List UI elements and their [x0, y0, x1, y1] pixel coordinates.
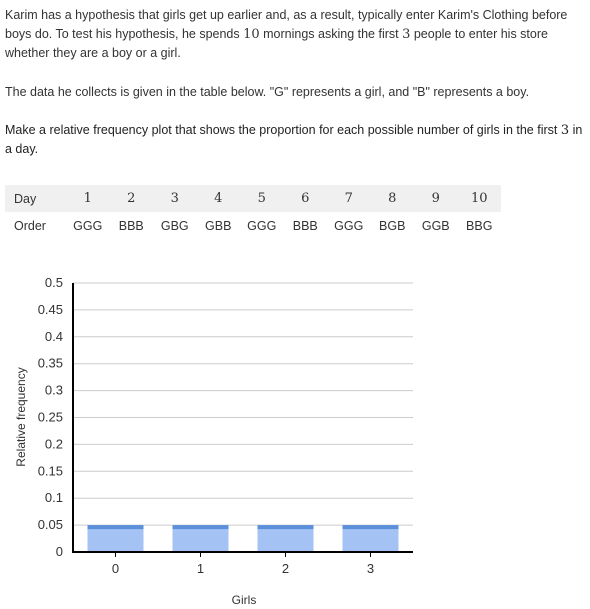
bar[interactable]: [342, 525, 399, 552]
day-cell: 10: [457, 185, 501, 212]
intro-text-1: Karim has a hypothesis that girls get up…: [5, 8, 568, 41]
task-text-2: in a day.: [5, 123, 583, 156]
intro-text-2: mornings asking the first: [259, 27, 403, 41]
day-cell: 1: [66, 185, 110, 212]
order-cell: BBB: [292, 218, 318, 233]
order-cell: BBG: [466, 218, 493, 233]
y-tick-label: 0.05: [38, 517, 63, 532]
table-row-order: Order GGG BBB GBG GBB GGG BBB GGG BGB GGB BBG: [5, 212, 501, 239]
order-cell: GBG: [160, 218, 189, 233]
y-tick-label: 0.15: [38, 463, 63, 478]
day-cell: 2: [109, 185, 153, 212]
order-header: Order: [14, 218, 46, 233]
day-cell: 9: [414, 185, 458, 212]
bar-handle[interactable]: [342, 525, 399, 530]
day-cell: 5: [240, 185, 284, 212]
bar-handle[interactable]: [257, 525, 314, 530]
order-cell: GBB: [205, 218, 232, 233]
table-row-day: Day 1 2 3 4 5 6 7 8 9 10: [5, 185, 501, 212]
order-cell: BGB: [379, 218, 406, 233]
order-cell: GGG: [247, 218, 277, 233]
day-cell: 7: [327, 185, 371, 212]
day-cell: 4: [196, 185, 240, 212]
intro-text-3: people to enter his store whether they a…: [5, 27, 548, 60]
relative-frequency-chart[interactable]: 0 0.05 0.1 0.15 0.2 0.25 0.3 0.35 0.4 0.45 0.5 0 1 2 3…: [0, 255, 590, 609]
bar-handle[interactable]: [87, 525, 144, 530]
y-tick-label: 0.3: [45, 383, 63, 398]
x-tick-label: 1: [197, 561, 204, 576]
order-cell: BBB: [118, 218, 144, 233]
y-tick-label: 0.2: [45, 436, 63, 451]
bar-handle[interactable]: [172, 525, 229, 530]
x-tick-label: 0: [112, 561, 119, 576]
y-tick-label: 0.4: [45, 329, 63, 344]
x-tick-label: 3: [367, 561, 374, 576]
task-text-1: Make a relative frequency plot that show…: [5, 123, 561, 137]
bar[interactable]: [257, 525, 314, 552]
data-note: The data he collects is given in the tab…: [5, 85, 530, 99]
order-cell: GGG: [334, 218, 364, 233]
y-tick-label: 0.1: [45, 490, 63, 505]
y-tick-label: 0.25: [38, 410, 63, 425]
day-cell: 8: [370, 185, 414, 212]
y-tick-label: 0.45: [38, 302, 63, 317]
y-tick-label: 0.35: [38, 356, 63, 371]
y-tick-label: 0.5: [45, 275, 63, 290]
x-tick-label: 2: [282, 561, 289, 576]
x-axis-label: Girls: [232, 593, 257, 607]
y-tick-label: 0: [56, 544, 63, 559]
mornings-count: 10: [243, 27, 260, 42]
bar[interactable]: [172, 525, 229, 552]
people-count: 3: [402, 27, 411, 42]
order-cell: GGB: [421, 218, 450, 233]
data-table: Day 1 2 3 4 5 6 7 8 9 10 Order GGG BBB GBG GBB GGG BBB…: [5, 185, 501, 239]
task-instruction: Make a relative frequency plot that show…: [5, 121, 585, 159]
day-header: Day: [5, 185, 66, 212]
task-count: 3: [560, 123, 570, 138]
day-cell: 6: [283, 185, 327, 212]
bar[interactable]: [87, 525, 144, 552]
order-cell: GGG: [73, 218, 103, 233]
problem-intro: Karim has a hypothesis that girls get up…: [5, 6, 585, 63]
day-cell: 3: [153, 185, 197, 212]
y-axis-label: Relative frequency: [14, 367, 28, 466]
